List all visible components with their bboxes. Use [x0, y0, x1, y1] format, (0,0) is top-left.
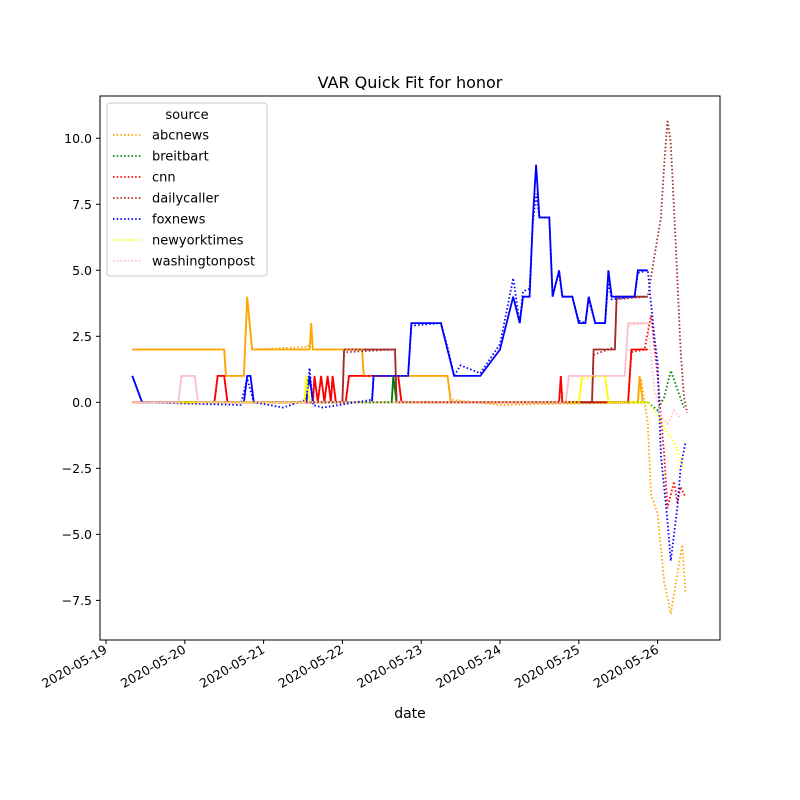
legend-label-dailycaller: dailycaller — [152, 192, 219, 207]
y-tick-label: 2.5 — [72, 329, 92, 344]
legend-label-abcnews: abcnews — [152, 129, 209, 144]
series-line-breitbart-fit — [132, 367, 685, 412]
legend-label-newyorktimes: newyorktimes — [152, 234, 244, 249]
series-line-abcnews-fit — [132, 301, 687, 614]
series-line-dailycaller-fit — [132, 119, 689, 414]
legend-entries: abcnews breitbart cnn dailycaller foxnews new… — [113, 129, 255, 270]
chart-title: VAR Quick Fit for honor — [318, 73, 503, 92]
y-tick-label: 0.0 — [72, 395, 92, 410]
series-line-newyorktimes-fit — [132, 374, 685, 469]
y-tick-label: −7.5 — [62, 593, 92, 608]
y-axis: −7.5 −5.0 −2.5 0.0 2.5 5.0 7.5 10.0 — [62, 131, 100, 608]
legend-box — [106, 102, 268, 277]
y-tick-label: 5.0 — [72, 263, 92, 278]
series-line-foxnews-fit — [131, 193, 687, 561]
y-tick-label: −2.5 — [62, 461, 92, 476]
legend-label-foxnews: foxnews — [152, 213, 206, 228]
y-tick-label: −5.0 — [62, 527, 92, 542]
x-axis-label: date — [394, 706, 426, 722]
legend-title: source — [165, 108, 208, 123]
y-tick-label: 7.5 — [72, 197, 92, 212]
legend-label-washingtonpost: washingtonpost — [152, 255, 255, 270]
legend-label-cnn: cnn — [152, 171, 176, 186]
y-tick-label: 10.0 — [64, 131, 92, 146]
series-line-washingtonpost-fit — [132, 322, 682, 426]
plot-area-frame — [99, 95, 721, 641]
legend: source abcnews breitbart cnn dailycaller fox… — [106, 102, 268, 277]
legend-label-breitbart: breitbart — [152, 150, 209, 165]
series-layer — [131, 119, 689, 614]
